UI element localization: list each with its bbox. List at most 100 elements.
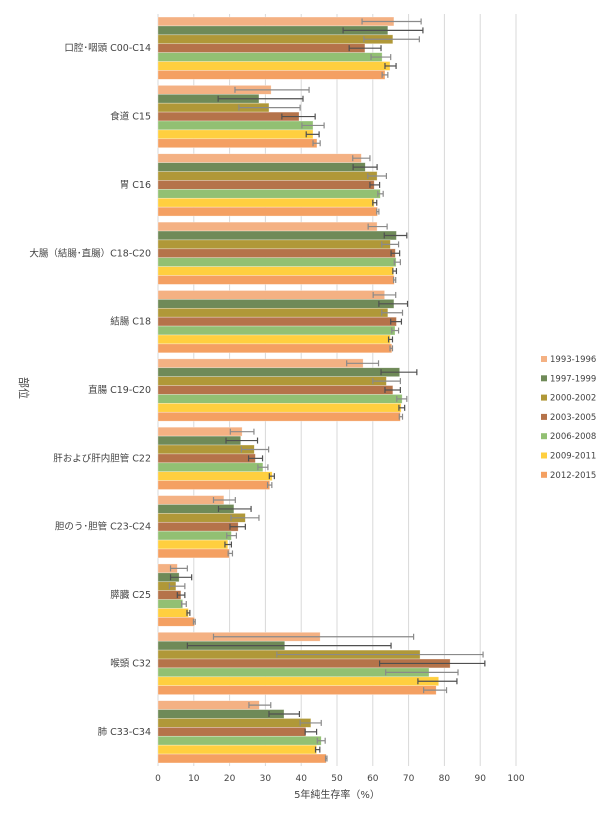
bar: [157, 290, 385, 300]
bar: [157, 120, 314, 131]
bar: [157, 111, 300, 122]
x-tick-label: 0: [155, 774, 161, 784]
bar: [157, 43, 366, 53]
bar: [157, 16, 395, 27]
x-axis-title: 5年純生存率（%）: [294, 788, 380, 801]
bar: [157, 367, 400, 377]
bar: [157, 343, 393, 354]
x-tick-label: 40: [295, 774, 307, 784]
category-label: 胆のう･胆管 C23-C24: [55, 521, 151, 533]
legend-swatch: [541, 452, 547, 459]
bar: [157, 453, 256, 464]
category-label: 食道 C15: [110, 111, 151, 123]
bar: [157, 753, 327, 764]
legend-label: 2006-2008: [550, 432, 596, 442]
y-axis-title: 部位: [17, 377, 31, 399]
bar: [157, 411, 401, 422]
x-tick-label: 50: [331, 774, 343, 784]
legend-swatch: [541, 433, 547, 440]
category-label: 胃 C16: [120, 180, 151, 191]
bar: [157, 34, 394, 45]
bar: [157, 307, 389, 318]
category-label: 大腸（結腸･直腸）C18-C20: [29, 247, 151, 259]
legend-label: 1997-1999: [550, 374, 596, 384]
category-label: 直腸 C19-C20: [88, 384, 151, 396]
x-tick-label: 20: [224, 774, 236, 784]
bar: [157, 197, 375, 208]
bar: [157, 189, 381, 199]
bar: [157, 230, 397, 241]
legend-swatch: [541, 471, 547, 478]
bar: [157, 376, 387, 386]
bar: [157, 70, 386, 80]
category-label: 口腔･咽頭 C00-C14: [64, 42, 151, 54]
bar: [157, 530, 232, 541]
x-tick-label: 80: [439, 774, 451, 784]
category-label: 結腸 C18: [110, 316, 151, 328]
legend-label: 2000-2002: [550, 394, 596, 404]
category-label: 膵臓 C25: [110, 590, 151, 601]
x-tick-label: 60: [367, 774, 379, 784]
category-label: 肺 C33-C34: [98, 727, 151, 738]
x-tick-label: 70: [403, 774, 415, 784]
legend-label: 2012-2015: [550, 471, 596, 481]
bar: [157, 471, 273, 481]
legend-label: 2003-2005: [550, 413, 596, 423]
bar: [157, 171, 378, 181]
legend-swatch: [541, 375, 547, 382]
bar: [157, 266, 394, 276]
bar: [157, 608, 189, 618]
bar: [157, 180, 375, 190]
bar: [157, 426, 243, 437]
bar: [157, 316, 397, 327]
bar: [157, 257, 397, 267]
bar: [157, 162, 366, 172]
bar: [157, 221, 378, 232]
legend-swatch: [541, 394, 547, 401]
category-label: 肝および肝内胆管 C22: [53, 452, 151, 464]
x-tick-label: 90: [474, 774, 486, 784]
bar: [157, 539, 229, 550]
legend: 1993-1996 1997-1999 2000-2002 2003-2005 2006…: [541, 355, 596, 481]
bar: [157, 358, 364, 369]
bar: [157, 275, 395, 285]
bar: [157, 394, 403, 404]
bar: [157, 718, 312, 728]
legend-swatch: [541, 413, 547, 420]
legend-label: 1993-1996: [550, 355, 596, 365]
bar: [157, 709, 285, 719]
bar: [157, 700, 260, 710]
legend-swatch: [541, 356, 547, 362]
bar: [157, 548, 230, 559]
bar: [157, 61, 391, 71]
bar: [157, 325, 396, 336]
bar: [157, 521, 239, 532]
bar: [157, 299, 395, 309]
bar: [157, 248, 396, 259]
bar: [157, 403, 402, 413]
bar: [157, 744, 317, 755]
bar: [157, 129, 314, 140]
bar: [157, 617, 195, 627]
bar: [157, 735, 322, 746]
bar: [157, 685, 437, 695]
bar: [157, 239, 391, 250]
legend-label: 2009-2011: [550, 452, 596, 462]
bar: [157, 676, 439, 687]
bar: [157, 599, 184, 609]
bar: [157, 334, 391, 345]
bar: [157, 444, 255, 455]
x-tick-label: 30: [260, 774, 272, 784]
category-label: 喉頭 C32: [110, 657, 151, 669]
bar: [157, 138, 318, 148]
bar: [157, 153, 362, 163]
x-tick-label: 10: [188, 774, 200, 784]
bar: [157, 727, 307, 737]
bar: [157, 52, 383, 62]
bar: [157, 480, 270, 490]
bar: [157, 206, 378, 217]
x-tick-label: 100: [507, 774, 524, 784]
bar: [157, 385, 394, 395]
bar: [157, 462, 264, 473]
